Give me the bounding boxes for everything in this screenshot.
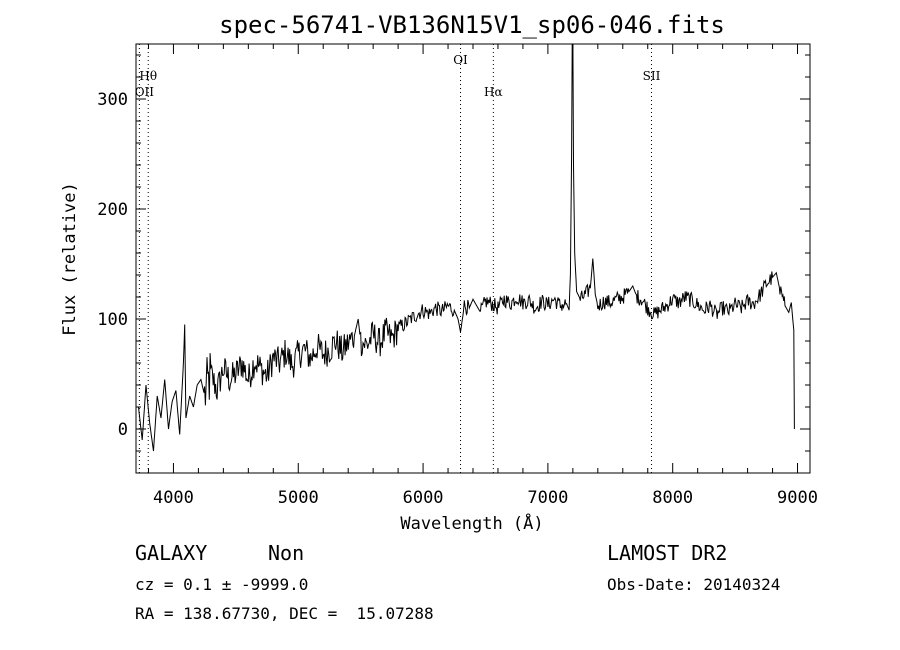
- line-marker-label: OII: [135, 85, 155, 99]
- plot-frame: [135, 43, 811, 474]
- y-tick-label: 100: [97, 310, 128, 330]
- x-tick-label: 7000: [527, 488, 568, 508]
- x-tick-label: 8000: [652, 488, 693, 508]
- survey-label: LAMOST DR2: [607, 541, 728, 565]
- line-marker-label: SII: [643, 69, 661, 83]
- x-tick-label: 6000: [403, 488, 444, 508]
- axis-ticks: 4000 5000 6000 7000 8000 9000 0 100 200 300: [97, 44, 818, 508]
- line-marker-label: Hα: [484, 85, 503, 99]
- line-marker-label: OI: [453, 53, 468, 67]
- object-subclass-label: Non: [268, 541, 305, 565]
- y-axis-label: Flux (relative): [60, 182, 80, 336]
- line-marker-label: Hθ: [139, 69, 157, 83]
- y-tick-label: 0: [118, 420, 128, 440]
- obs-date-text: Obs-Date: 20140324: [607, 575, 781, 594]
- x-tick-label: 9000: [777, 488, 818, 508]
- x-tick-label: 5000: [278, 488, 319, 508]
- spectrum-series-line: [138, 43, 795, 452]
- x-tick-label: 4000: [153, 488, 194, 508]
- y-tick-label: 300: [97, 90, 128, 110]
- line-markers: Hθ OII OI Hα SII: [135, 44, 661, 473]
- chart-title: spec-56741-VB136N15V1_sp06-046.fits: [219, 11, 725, 39]
- redshift-text: cz = 0.1 ± -9999.0: [135, 575, 309, 594]
- x-axis-label: Wavelength (Å): [400, 512, 543, 534]
- y-tick-label: 200: [97, 200, 128, 220]
- object-class-label: GALAXY: [135, 541, 208, 565]
- coordinates-text: RA = 138.67730, DEC = 15.07288: [135, 604, 434, 623]
